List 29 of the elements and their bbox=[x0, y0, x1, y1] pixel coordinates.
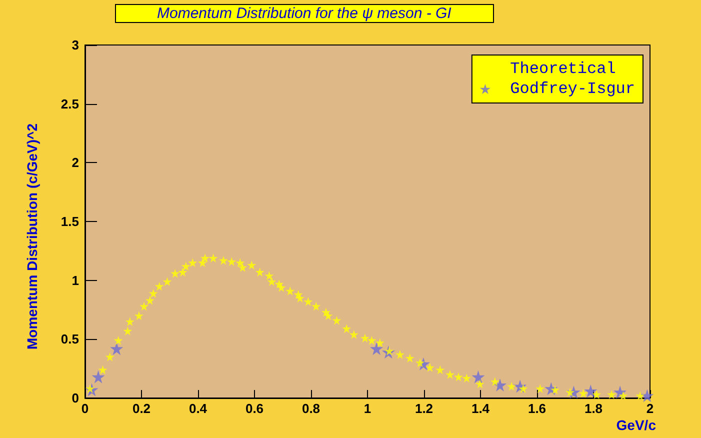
x-tick-label: 1.4 bbox=[471, 401, 490, 416]
x-axis-title: GeV/c bbox=[616, 417, 656, 433]
y-tick-label: 0 bbox=[72, 390, 79, 406]
x-tick-label: 2 bbox=[646, 401, 654, 416]
x-tick-label: 1.8 bbox=[584, 401, 603, 416]
point bbox=[584, 384, 598, 398]
x-tick-label: 0.2 bbox=[132, 401, 151, 416]
point bbox=[370, 342, 384, 356]
y-tick-label: 3 bbox=[72, 38, 79, 52]
chart-title: Momentum Distribution for the ψ meson - GI bbox=[157, 5, 452, 22]
y-tick-label: 1 bbox=[72, 272, 79, 288]
x-tick-label: 0 bbox=[81, 401, 89, 416]
x-tick-label: 1.2 bbox=[414, 401, 434, 416]
y-tick-label: 0.5 bbox=[60, 332, 79, 347]
x-tick-label: 0.6 bbox=[245, 401, 264, 416]
text: Theoretical bbox=[510, 60, 616, 78]
x-tick-label: 1.6 bbox=[528, 401, 546, 416]
y-tick-label: 1.5 bbox=[60, 214, 79, 229]
point bbox=[472, 370, 485, 384]
legend-label: Godfrey-Isgur bbox=[510, 80, 636, 98]
y-tick-label: 2.5 bbox=[60, 96, 79, 112]
point bbox=[110, 342, 124, 356]
point bbox=[493, 378, 506, 392]
x-tick-label: 0.8 bbox=[302, 401, 320, 416]
point bbox=[92, 370, 105, 384]
x-tick-label: 1 bbox=[364, 401, 372, 416]
y-tick-label: 2 bbox=[72, 155, 79, 170]
y-axis-title: Momentum Distribution (c/GeV)^2 bbox=[24, 123, 40, 350]
x-tick-label: 0.4 bbox=[188, 401, 208, 416]
